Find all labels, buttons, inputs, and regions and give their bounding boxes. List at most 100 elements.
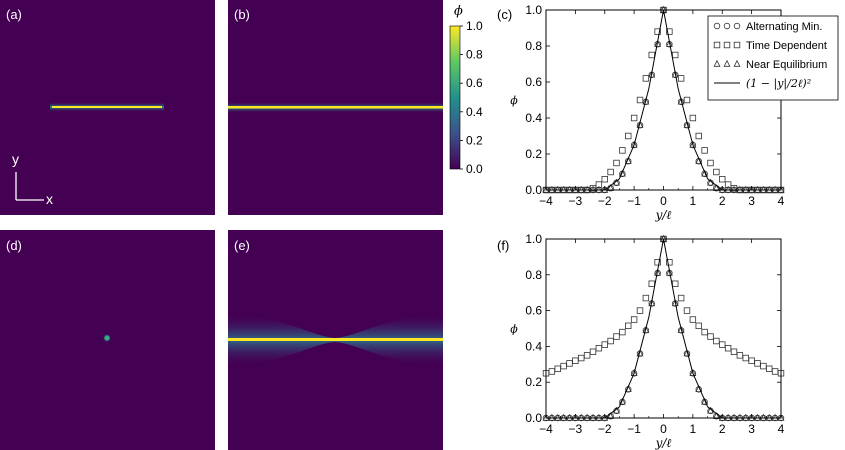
colorbar-tick-label: 0.4 (466, 105, 483, 119)
marker-circle (713, 22, 721, 30)
marker-square (601, 175, 608, 183)
marker-square (566, 360, 573, 367)
panel-label-b: (b) (234, 7, 250, 22)
legend-entry: Time Dependent (713, 40, 827, 52)
y-tick-label: 0.4 (525, 339, 542, 353)
legend-entry: Near Equilibrium (713, 59, 827, 71)
marker-square (583, 352, 591, 359)
marker-square (724, 344, 732, 352)
x-tick-label: 4 (778, 422, 785, 436)
marker-square (613, 159, 620, 167)
marker-triangle (683, 349, 691, 357)
marker-square (613, 333, 620, 340)
marker-square (648, 280, 655, 287)
legend-label: Near Equilibrium (746, 59, 827, 71)
marker-square (677, 294, 685, 302)
y-axis-label: ϕ (510, 323, 518, 336)
marker-square (742, 354, 749, 362)
marker-square (766, 365, 773, 372)
marker-triangle (683, 121, 691, 128)
x-tick-label: −1 (627, 194, 641, 208)
marker-square (713, 337, 720, 345)
x-tick-label: 1 (690, 422, 697, 436)
x-tick-label: 2 (719, 422, 726, 436)
panel-label-a: (a) (6, 7, 22, 22)
marker-triangle (636, 121, 644, 128)
colorbar-tick-label: 0.8 (466, 48, 483, 62)
marker-triangle (701, 169, 709, 177)
marker-square (701, 147, 708, 154)
axes-indicator: y x (12, 151, 53, 207)
colorbar-tick-label: 0.6 (466, 76, 483, 90)
marker-triangle (636, 349, 644, 357)
y-tick-label: 1.0 (525, 3, 542, 17)
marker-square (619, 328, 626, 336)
marker-triangle (648, 299, 656, 307)
marker-square (589, 348, 597, 355)
marker-triangle (618, 169, 626, 177)
colorbar-tick-label: 0.0 (466, 162, 483, 176)
marker-square (672, 280, 679, 287)
plot-frame (545, 238, 782, 419)
marker-triangle (654, 40, 662, 47)
marker-square (630, 316, 638, 323)
colorbar-symbol: ϕ (454, 4, 463, 19)
marker-square (713, 41, 721, 49)
marker-triangle (607, 412, 615, 419)
marker-square (689, 114, 697, 122)
marker-square (695, 132, 702, 140)
crack-line-e (228, 338, 443, 341)
series-line (546, 238, 781, 419)
marker-triangle (701, 397, 709, 405)
series-line (546, 238, 781, 419)
y-tick-label: 0.6 (525, 304, 542, 318)
marker-square (630, 114, 638, 122)
marker-square (713, 168, 720, 176)
legend-label: (1 − |y|/2ℓ)² (746, 77, 811, 91)
marker-square (560, 362, 567, 370)
marker-square (601, 341, 608, 348)
marker-square (677, 75, 685, 82)
marker-square (654, 259, 661, 266)
x-tick-label: −2 (598, 422, 612, 436)
marker-square (701, 328, 708, 336)
marker-circle (723, 22, 731, 30)
y-tick-label: 1.0 (525, 232, 542, 246)
y-tick-label: 0.0 (525, 183, 542, 197)
x-tick-label: −4 (539, 422, 553, 436)
marker-triangle (665, 40, 673, 47)
y-tick-label: 0.4 (525, 111, 542, 125)
x-axis-label: y/ℓ (655, 436, 672, 450)
y-tick-label: 0.8 (525, 268, 542, 282)
marker-triangle (713, 59, 721, 67)
y-tick-label: 0.6 (525, 75, 542, 89)
marker-triangle (677, 326, 685, 333)
marker-square (625, 322, 632, 330)
marker-square (736, 352, 744, 359)
plot-c: (c) −4 −3 −2 −1 0 1 2 3 4 0.0 0.2 0.4 0.6 0.8 1.0 y/ℓ ϕ (497, 3, 785, 222)
y-tick-label: 0.2 (525, 375, 542, 389)
legend-label: Time Dependent (746, 40, 827, 52)
colorbar: ϕ 1.0 0.8 0.6 0.4 0.2 0.0 (449, 4, 483, 176)
marker-square (654, 28, 661, 35)
panel-label-f: (f) (497, 238, 509, 253)
marker-triangle (665, 268, 673, 276)
series-triangle (542, 234, 785, 421)
marker-square (733, 41, 741, 49)
colorbar-tick-label: 0.2 (466, 133, 483, 147)
y-axis-label: ϕ (510, 94, 518, 107)
marker-square (636, 307, 644, 314)
marker-square (707, 159, 714, 167)
x-tick-label: 1 (690, 194, 697, 208)
marker-square (578, 354, 585, 362)
series-circle (542, 235, 785, 422)
x-tick-label: −2 (598, 194, 612, 208)
marker-square (771, 368, 779, 375)
y-tick-label: 0.0 (525, 411, 542, 425)
marker-square (642, 75, 650, 82)
marker-square (748, 357, 755, 364)
marker-square (719, 341, 726, 348)
marker-triangle (671, 70, 679, 78)
y-tick-label: 0.8 (525, 39, 542, 53)
axis-indicator-y: y (12, 151, 19, 167)
